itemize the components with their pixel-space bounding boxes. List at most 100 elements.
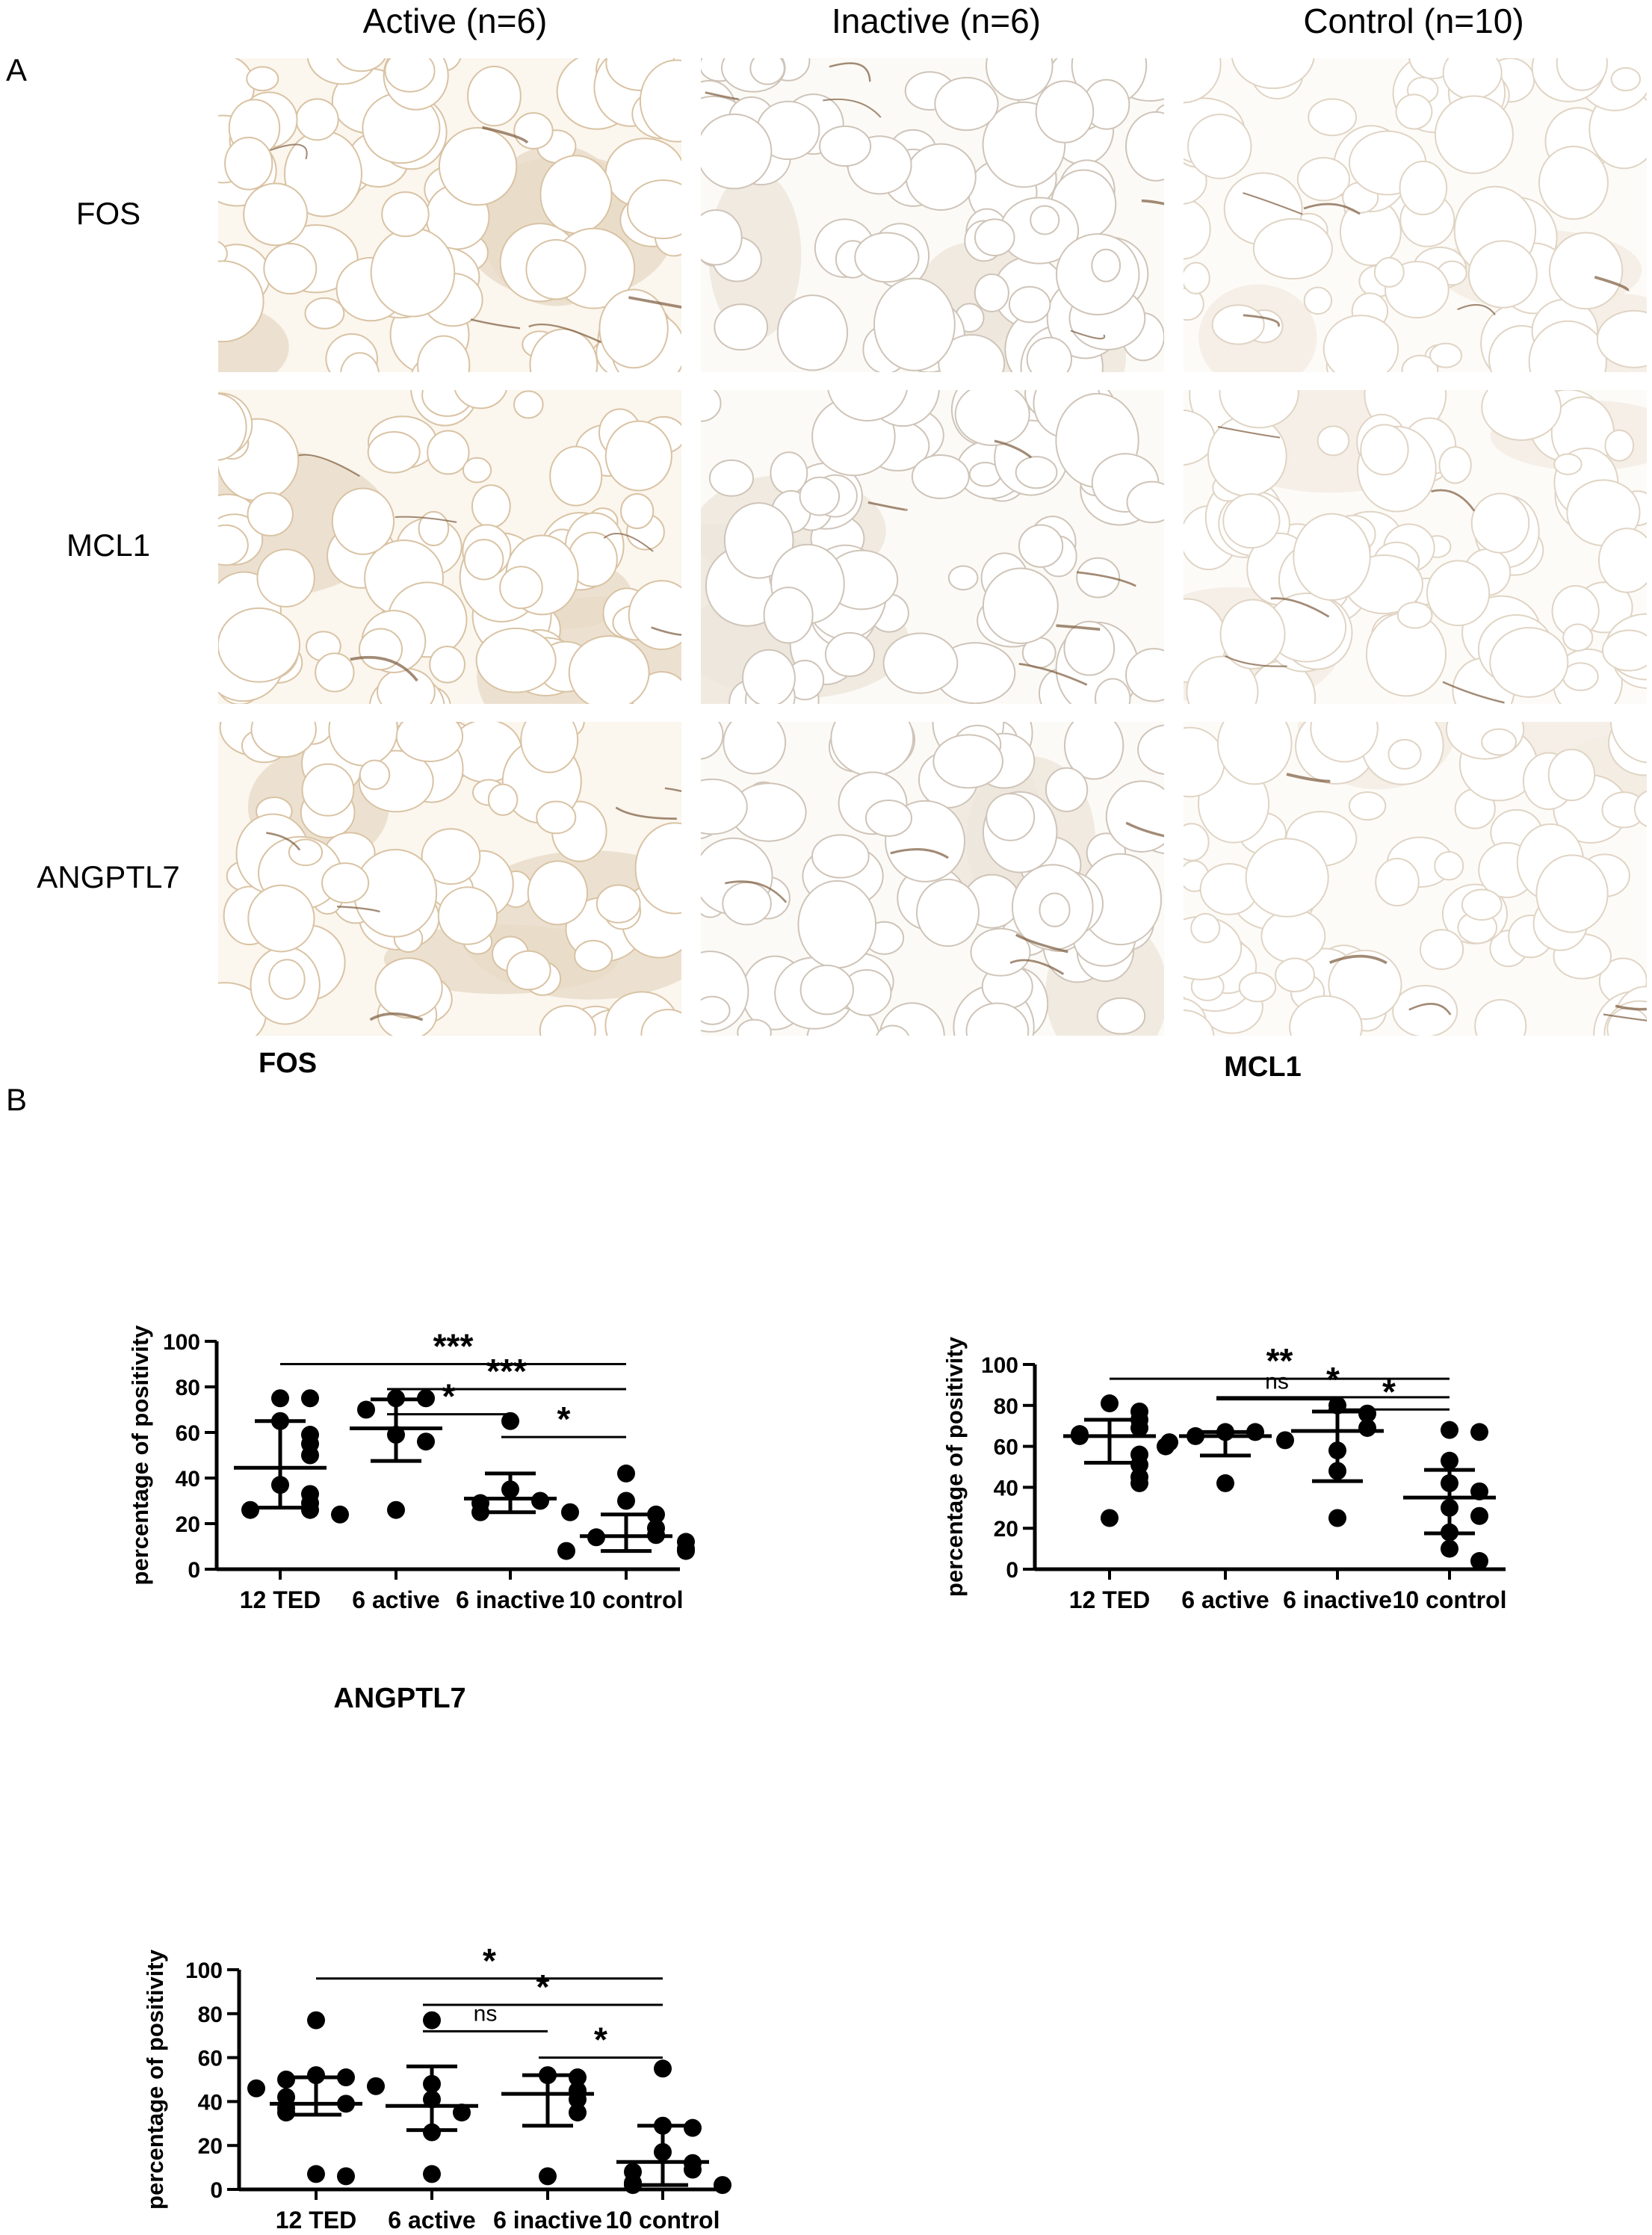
angptl7-data-point xyxy=(247,2079,265,2098)
fos-chart: FOS 0 20 40 60 80 100 percentage of positivity 1… xyxy=(127,1048,695,1613)
angptl7-y-tick-label: 60 xyxy=(198,2047,223,2071)
mcl1-data-point xyxy=(1470,1506,1488,1525)
mcl1-y-tick-label: 0 xyxy=(1006,1558,1018,1583)
angptl7-data-point xyxy=(569,2103,587,2122)
angptl7-significance-label: * xyxy=(594,2021,607,2059)
fos-data-point xyxy=(331,1505,349,1524)
mcl1-data-point xyxy=(1441,1421,1458,1439)
mcl1-data-point xyxy=(1470,1423,1488,1441)
fos-x-tick-label: 6 inactive xyxy=(456,1586,565,1613)
mcl1-y-tick-label: 20 xyxy=(994,1517,1018,1542)
mcl1-data-point xyxy=(1101,1509,1119,1527)
fos-significance-label: *** xyxy=(433,1327,474,1366)
angptl7-chart-title: ANGPTL7 xyxy=(333,1683,465,1714)
mcl1-x-tick-label: 6 inactive xyxy=(1283,1586,1392,1613)
fos-y-tick-label: 60 xyxy=(176,1421,200,1446)
angptl7-data-point xyxy=(307,2011,325,2030)
angptl7-y-tick-label: 20 xyxy=(198,2134,223,2159)
mcl1-data-point xyxy=(1441,1539,1458,1558)
fos-y-axis-label: percentage of positivity xyxy=(127,1325,153,1586)
fos-data-point xyxy=(387,1500,405,1519)
angptl7-data-point xyxy=(423,2165,441,2183)
fos-x-tick-label: 6 active xyxy=(352,1586,439,1613)
mcl1-significance-label: ** xyxy=(1266,1341,1293,1380)
fos-data-point xyxy=(301,1500,319,1519)
fos-data-point xyxy=(531,1491,549,1510)
fos-data-point xyxy=(617,1464,635,1483)
angptl7-x-tick-label: 6 active xyxy=(388,2207,475,2234)
mcl1-data-point xyxy=(1130,1456,1148,1474)
fos-data-point xyxy=(301,1446,319,1465)
panel-a-label: A xyxy=(6,52,28,87)
column-header-active: Active (n=6) xyxy=(362,1,548,40)
mcl1-data-point xyxy=(1130,1474,1148,1492)
fos-significance-label: *** xyxy=(486,1352,527,1391)
fos-data-point xyxy=(241,1500,259,1519)
angptl7-data-point xyxy=(307,2066,325,2085)
fos-data-point xyxy=(561,1503,579,1521)
fos-data-point xyxy=(647,1505,665,1524)
fos-data-point xyxy=(677,1542,695,1560)
mcl1-x-tick-label: 6 active xyxy=(1181,1586,1269,1613)
mcl1-data-point xyxy=(1358,1418,1376,1437)
fos-y-tick-label: 100 xyxy=(163,1330,200,1355)
fos-data-point xyxy=(417,1389,435,1408)
mcl1-y-tick-label: 60 xyxy=(994,1435,1018,1460)
mcl1-data-point xyxy=(1157,1437,1175,1456)
angptl7-y-tick-label: 100 xyxy=(185,1959,223,1983)
mcl1-y-tick-label: 40 xyxy=(994,1476,1018,1500)
angptl7-data-point xyxy=(337,2167,355,2186)
column-header-inactive: Inactive (n=6) xyxy=(832,1,1041,40)
angptl7-data-point xyxy=(423,2123,441,2142)
mcl1-x-tick-label: 10 control xyxy=(1393,1586,1507,1613)
mcl1-data-point xyxy=(1441,1451,1458,1470)
angptl7-y-tick-label: 40 xyxy=(198,2090,223,2115)
angptl7-data-point xyxy=(714,2176,731,2195)
mcl1-y-tick-label: 80 xyxy=(994,1394,1018,1419)
mcl1-chart: MCL1 0 20 40 60 80 100 percentage of positivity… xyxy=(941,1051,1507,1613)
fos-y-tick-label: 80 xyxy=(176,1376,200,1400)
micrograph-angptl7-active xyxy=(218,722,681,1036)
fos-y-tick-label: 0 xyxy=(188,1558,200,1583)
mcl1-y-axis-label: percentage of positivity xyxy=(941,1336,968,1597)
micrograph-angptl7-control xyxy=(1184,722,1647,1036)
angptl7-y-axis-label: percentage of positivity xyxy=(142,1949,168,2210)
fos-data-point xyxy=(271,1389,289,1408)
angptl7-data-point xyxy=(569,2068,587,2087)
fos-y-tick-label: 20 xyxy=(176,1512,200,1537)
fos-data-point xyxy=(417,1432,435,1451)
fos-y-tick-label: 40 xyxy=(176,1467,200,1491)
micrograph-mcl1-control xyxy=(1184,390,1647,704)
mcl1-chart-title: MCL1 xyxy=(1224,1051,1301,1083)
angptl7-data-point xyxy=(367,2077,385,2095)
mcl1-data-point xyxy=(1101,1394,1119,1413)
micrograph-mcl1-inactive xyxy=(701,390,1164,704)
angptl7-data-point xyxy=(539,2167,557,2186)
angptl7-x-tick-label: 12 TED xyxy=(276,2207,356,2234)
angptl7-data-point xyxy=(684,2118,702,2137)
mcl1-significance-label: * xyxy=(1382,1372,1396,1411)
angptl7-data-point xyxy=(307,2165,325,2183)
fos-significance-label: * xyxy=(442,1377,456,1416)
angptl7-x-tick-label: 10 control xyxy=(606,2207,720,2234)
fos-chart-title: FOS xyxy=(259,1048,317,1079)
micrograph-fos-control xyxy=(1184,58,1647,372)
angptl7-data-point xyxy=(654,2059,672,2078)
row-label-fos: FOS xyxy=(75,196,141,231)
micrograph-mcl1-active xyxy=(218,390,681,704)
micrograph-fos-inactive xyxy=(701,58,1164,372)
angptl7-significance-label: * xyxy=(536,1967,550,2006)
mcl1-data-point xyxy=(1470,1552,1488,1571)
mcl1-significance-label: ns xyxy=(1265,1370,1289,1394)
fos-data-point xyxy=(301,1389,319,1408)
angptl7-x-tick-label: 6 inactive xyxy=(493,2207,602,2234)
fos-data-point xyxy=(617,1491,635,1510)
column-header-control: Control (n=10) xyxy=(1303,1,1524,40)
fos-significance-label: * xyxy=(557,1400,571,1438)
mcl1-x-tick-label: 12 TED xyxy=(1069,1586,1150,1613)
angptl7-y-tick-label: 80 xyxy=(198,2003,223,2027)
fos-x-tick-label: 12 TED xyxy=(240,1586,321,1613)
angptl7-significance-label: * xyxy=(483,1941,496,1980)
angptl7-data-point xyxy=(277,2071,295,2089)
angptl7-data-point xyxy=(337,2068,355,2087)
